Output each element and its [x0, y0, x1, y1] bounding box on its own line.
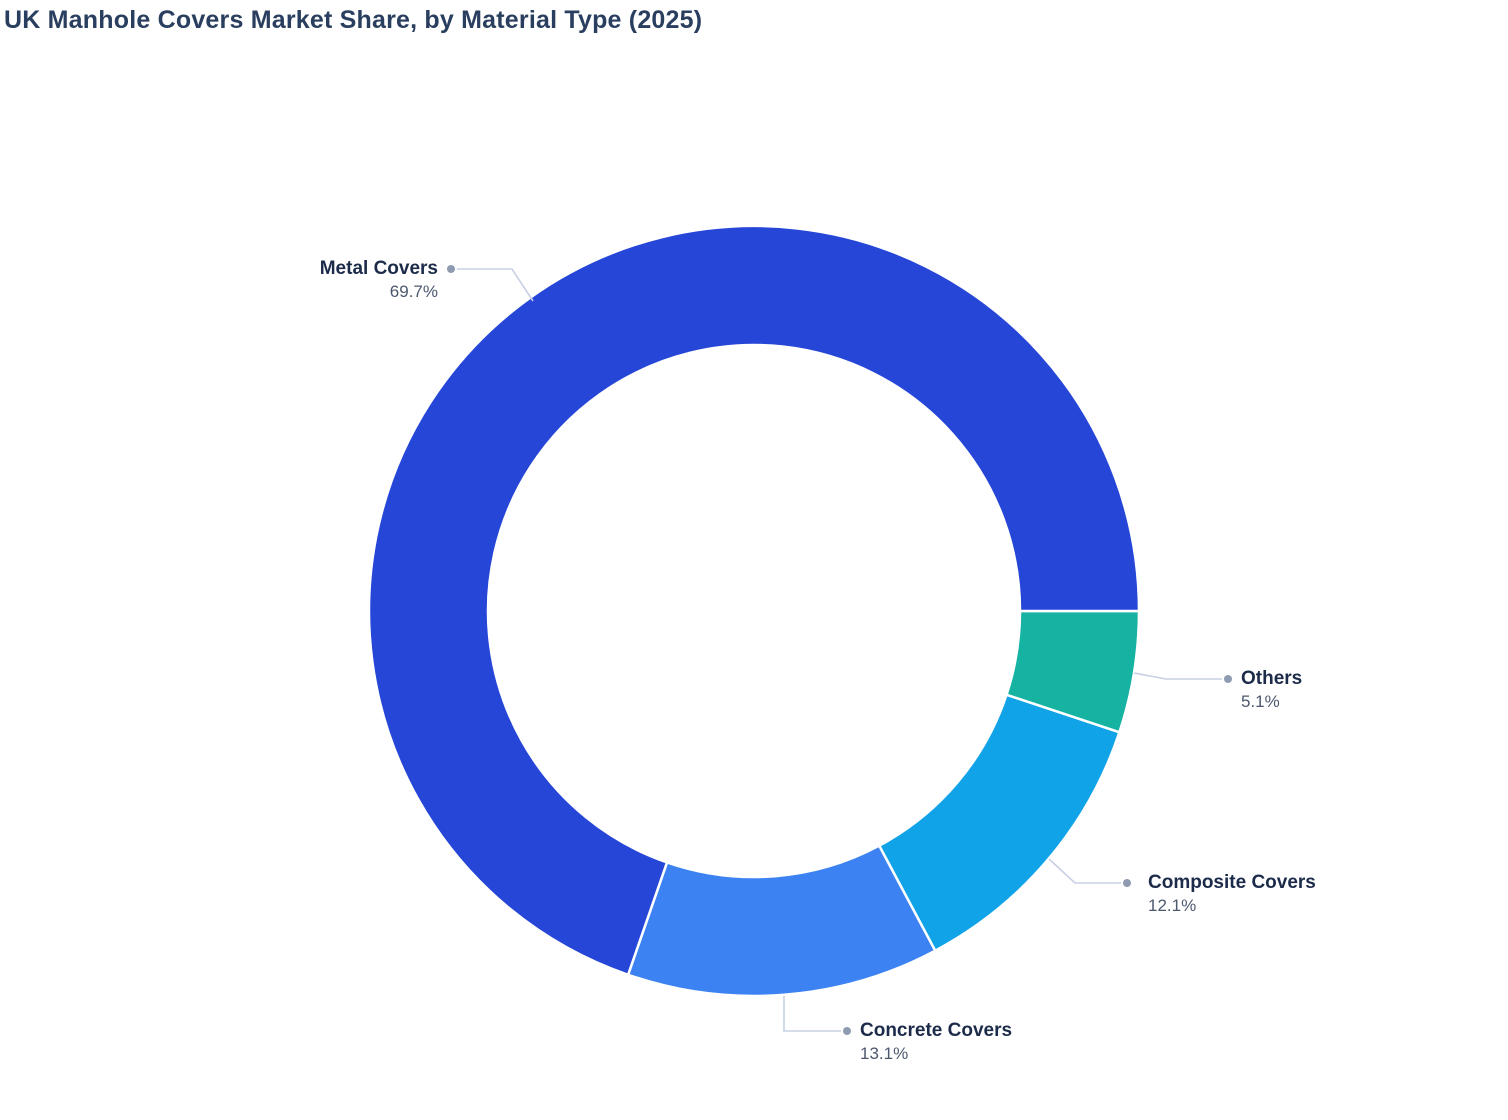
leader-dot-icon [843, 1027, 851, 1035]
pie-label-name: Composite Covers [1148, 872, 1316, 893]
leader-line-others [1133, 672, 1222, 680]
pie-label-name: Metal Covers [319, 258, 438, 279]
pie-label-name: Concrete Covers [860, 1020, 1013, 1041]
leader-line-concrete-covers [783, 996, 841, 1032]
pie-label-composite-covers: Composite Covers 12.1% [1148, 871, 1316, 917]
pie-label-percent: 13.1% [860, 1044, 909, 1063]
pie-slice-concrete-covers[interactable] [626, 844, 937, 998]
pie-label-percent: 5.1% [1241, 692, 1280, 711]
leader-line-composite-covers [1048, 858, 1121, 884]
leader-dot-icon [447, 265, 455, 273]
leader-dot-icon [1123, 879, 1131, 887]
pie-label-metal-covers: Metal Covers 69.7% [320, 257, 438, 303]
chart-title: UK Manhole Covers Market Share, by Mater… [4, 6, 703, 34]
leader-dot-icon [1224, 675, 1232, 683]
pie-label-name: Others [1241, 668, 1303, 689]
pie-label-others: Others 5.1% [1241, 667, 1302, 713]
pie-label-concrete-covers: Concrete Covers 13.1% [860, 1019, 1012, 1065]
leader-line-metal-covers [457, 268, 534, 302]
pie-label-percent: 69.7% [389, 282, 438, 301]
pie-slice-metal-covers[interactable] [367, 224, 1141, 977]
pie-label-percent: 12.1% [1148, 896, 1197, 915]
